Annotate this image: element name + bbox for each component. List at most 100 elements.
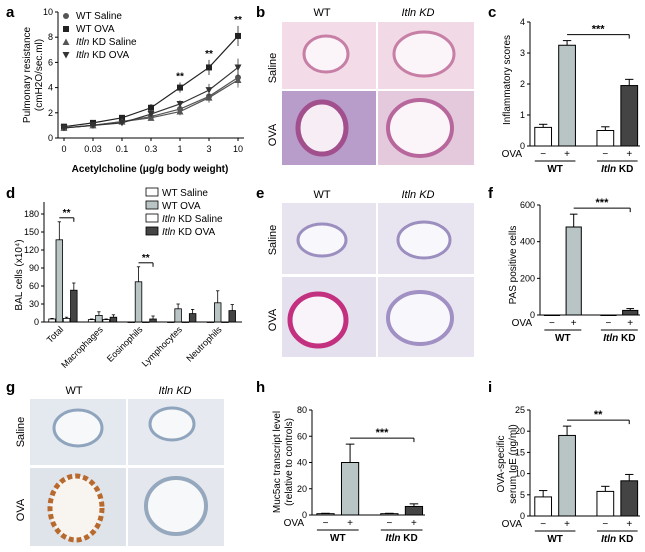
chart-h-ytick-label: 20 (297, 484, 307, 494)
chart-d-bar (149, 318, 157, 323)
chart-a-legend-marker (62, 38, 70, 45)
chart-a-xtick-label: 3 (206, 144, 211, 154)
chart-h-ytick-label: 80 (297, 405, 307, 415)
panel-g-col-kd: Itln KD (158, 385, 191, 397)
chart-h-ova-state: + (347, 518, 353, 529)
chart-d-ytick-label: 60 (29, 281, 39, 291)
chart-f-ova-state: + (627, 318, 633, 329)
he-histology-panel: WT Itln KD Saline OVA (267, 7, 474, 165)
panel-letter-h: h (256, 379, 265, 396)
chart-c-ova-state: + (626, 149, 632, 160)
chart-d-category-label: Neutrophils (184, 324, 224, 364)
chart-f-ytick-label: 600 (520, 200, 535, 210)
chart-a-legend-marker (62, 52, 70, 59)
chart-h-group-label: Itln KD (386, 533, 418, 544)
chart-a-point (176, 108, 184, 115)
chart-h-sig-label: *** (376, 427, 390, 439)
chart-d-bar (109, 316, 118, 323)
chart-h-ova-state: + (411, 518, 417, 529)
airway-e-wt-ova (287, 291, 349, 349)
chart-h-ytick-label: 0 (302, 510, 307, 520)
chart-a-point (148, 104, 154, 111)
chart-f-ova-state: − (606, 318, 612, 329)
chart-d-bar (70, 289, 78, 323)
chart-i-bar (620, 480, 639, 517)
chart-i-ylabel-line1: OVA-specific (496, 435, 507, 492)
chart-a-ylabel-line1: Pulmonary resistance (22, 26, 33, 123)
chart-i-group-label: Itln KD (601, 534, 633, 545)
airway-g-wt-ova (47, 473, 105, 543)
airway-b-kd-ova (386, 98, 454, 158)
chart-d-bar (95, 314, 103, 323)
chart-d-bar (48, 318, 56, 323)
chart-d-bar (87, 319, 96, 323)
chart-a-ytick-label: 6 (48, 57, 53, 67)
chart-a-point (235, 32, 241, 39)
chart-a-legend-label: WT Saline (76, 11, 122, 22)
chart-h-bar (340, 462, 360, 516)
chart-d-legend-swatch (145, 200, 159, 210)
chart-f-ytick-label: 0 (530, 310, 535, 320)
chart-a-xtick-label: 1 (177, 144, 182, 154)
airway-e-wt-saline (296, 222, 348, 258)
chart-a-point (118, 119, 126, 127)
chart-c-group-label: WT (547, 164, 563, 175)
chart-d-bar (188, 313, 197, 323)
chart-f-sig-label: *** (596, 197, 610, 209)
chart-d-bar (142, 321, 150, 323)
chart-i-ova-label: OVA (502, 519, 523, 530)
chart-d-legend-swatch (145, 213, 159, 223)
airway-e-kd-saline (396, 220, 452, 260)
chart-a-point (89, 122, 97, 129)
chart-d-legend-label: Itln KD OVA (162, 227, 215, 238)
chart-a-legend-label: Itln KD OVA (76, 50, 129, 61)
chart-i-ytick-label: 5 (520, 490, 525, 500)
chart-a-legend-marker (63, 13, 69, 19)
airway-b-wt-saline (302, 34, 350, 74)
chart-a-point (147, 111, 155, 118)
muc5ac-transcript-chart: Muc5ac transcript level (relative to con… (272, 405, 425, 544)
chart-c-bar (596, 130, 615, 147)
panel-g-col-wt: WT (65, 385, 82, 397)
chart-h-ytick-label: 40 (297, 458, 307, 468)
chart-d-bar (181, 321, 190, 323)
chart-f-group-label: Itln KD (603, 333, 635, 344)
chart-f-ytick-label: 200 (520, 273, 535, 283)
chart-i-sig-label: ** (594, 409, 603, 421)
airway-g-kd-saline (148, 406, 196, 442)
panel-e-col-wt: WT (313, 189, 330, 201)
panel-g-row-ova: OVA (15, 498, 27, 521)
chart-d-legend-swatch (145, 226, 159, 236)
chart-d-bar (206, 321, 215, 323)
panel-letter-e: e (256, 185, 264, 202)
chart-a-sig-label: ** (234, 15, 242, 26)
chart-d-bar (62, 317, 71, 323)
chart-i-ytick-label: 0 (520, 511, 525, 521)
chart-a-axes: 0 2 4 6 8 10 0 0.03 0.1 0.3 1 3 10 (43, 7, 244, 154)
panel-e-row-ova: OVA (267, 308, 279, 331)
chart-d-bar (221, 321, 229, 323)
chart-d-bar (228, 310, 236, 323)
panel-letter-d: d (6, 185, 15, 202)
chart-a-ytick-label: 4 (48, 83, 53, 93)
chart-f-group-label: WT (555, 333, 571, 344)
chart-c-ytick-label: 3 (520, 48, 525, 58)
chart-d-ytick-label: 30 (29, 299, 39, 309)
chart-d-category-label: Total (45, 324, 66, 345)
panel-b-row-saline: Saline (267, 53, 279, 84)
chart-a-legend-label: Itln KD Saline (76, 37, 137, 48)
chart-i-ytick-label: 20 (515, 426, 525, 436)
chart-d-legend-label: WT OVA (162, 201, 201, 212)
panel-e-row-saline: Saline (267, 225, 279, 256)
chart-i-bar (534, 496, 553, 517)
chart-a-legend: WT Saline WT OVA Itln KD Saline Itln KD OVA (62, 11, 137, 61)
chart-c-ytick-label: 0 (520, 141, 525, 151)
chart-h-group-label: WT (330, 533, 346, 544)
chart-d-bar (127, 321, 135, 323)
chart-d-bar (174, 308, 182, 323)
chart-a-point (234, 64, 242, 71)
chart-i-ova-state: + (564, 519, 570, 530)
chart-h-ova-state: − (323, 518, 329, 529)
chart-d-ytick-label: 150 (24, 227, 39, 237)
